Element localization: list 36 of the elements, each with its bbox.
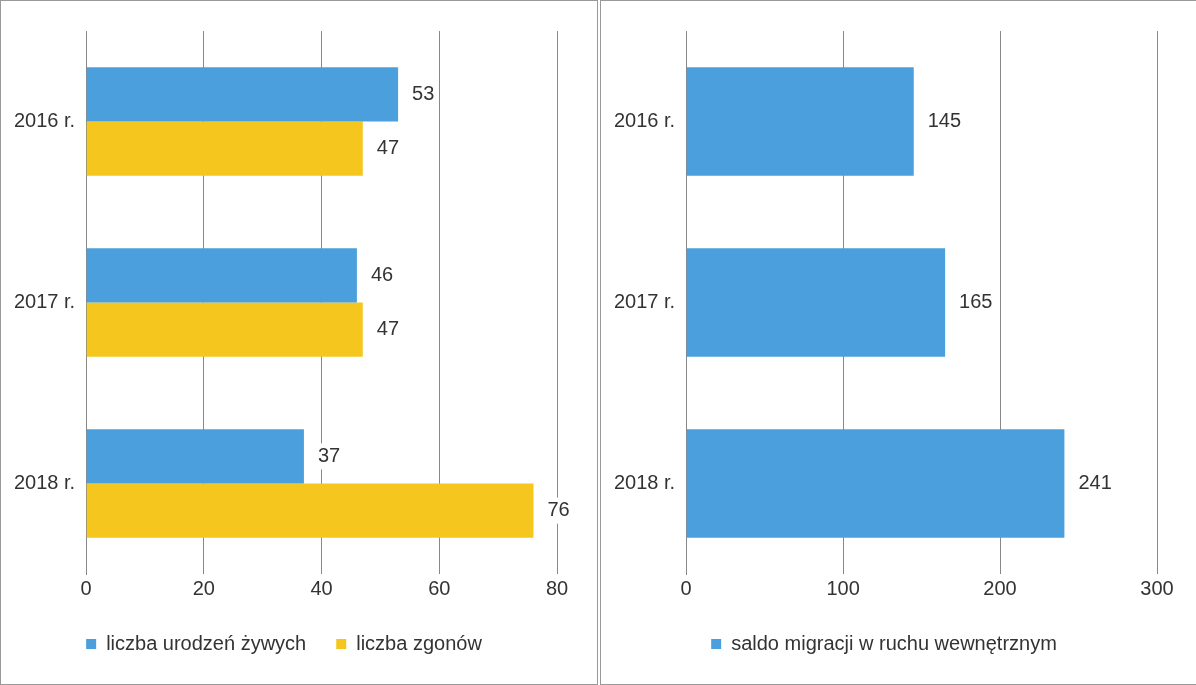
bar: [86, 429, 304, 484]
bar: [686, 248, 946, 357]
data-label: 53: [412, 81, 435, 104]
x-tick-label: 80: [545, 576, 569, 599]
bar: [686, 429, 1065, 538]
y-tick-label: 2018 r.: [613, 471, 676, 494]
x-tick-label: 20: [192, 576, 215, 599]
x-tick-label: 60: [428, 576, 451, 599]
data-label: 145: [927, 109, 962, 132]
bar: [86, 67, 399, 122]
data-label: 241: [1078, 471, 1112, 494]
y-tick-label: 2017 r.: [13, 290, 76, 313]
bar: [86, 248, 357, 303]
y-tick-label: 2017 r.: [613, 290, 676, 313]
data-label: 47: [376, 317, 400, 340]
data-label: 46: [370, 262, 394, 285]
data-label: 76: [547, 498, 570, 521]
legend-label: saldo migracji w ruchu wewnętrznym: [731, 631, 1057, 654]
bar: [686, 67, 914, 176]
x-tick-label: 0: [80, 576, 92, 599]
x-tick-label: 40: [310, 576, 333, 599]
x-tick-label: 100: [826, 576, 860, 599]
data-label: 47: [376, 136, 400, 159]
y-tick-label: 2018 r.: [13, 471, 76, 494]
x-tick-label: 0: [680, 576, 692, 599]
bar: [86, 483, 534, 538]
bar: [86, 302, 363, 357]
data-label: 37: [317, 443, 341, 466]
y-tick-label: 2016 r.: [13, 109, 76, 132]
x-tick-label: 300: [1140, 576, 1174, 599]
x-tick-label: 200: [983, 576, 1017, 599]
bar: [86, 121, 363, 176]
y-tick-label: 2016 r.: [613, 109, 676, 132]
legend-label: liczba zgonów: [356, 631, 483, 654]
legend-label: liczba urodzeń żywych: [106, 631, 307, 654]
data-label: 165: [959, 290, 993, 313]
